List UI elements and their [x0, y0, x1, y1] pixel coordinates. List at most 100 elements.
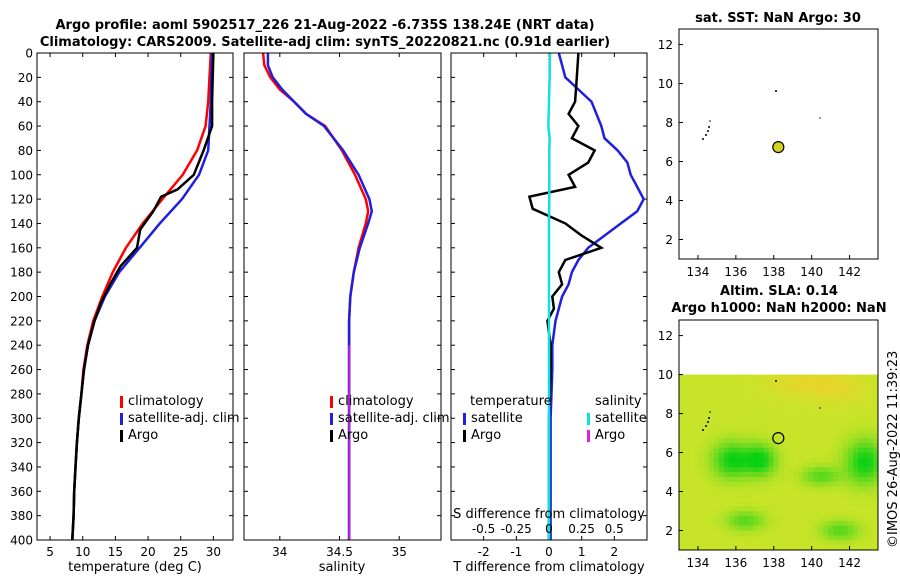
sla-cell	[738, 540, 745, 546]
sla-cell	[778, 511, 784, 517]
sla-cell	[808, 525, 814, 531]
sla-cell	[698, 486, 705, 492]
sla-cell	[863, 525, 869, 531]
sla-cell	[808, 374, 814, 380]
sla-cell	[793, 540, 799, 546]
sla-cell	[728, 515, 735, 522]
sla-cell	[803, 379, 809, 385]
sla-cell	[693, 457, 700, 463]
sla-cell	[873, 481, 879, 488]
sla-cell	[833, 379, 839, 385]
sla-cell	[828, 457, 834, 463]
sla-cell	[743, 442, 750, 449]
sla-cell	[783, 515, 789, 522]
sla-cell	[833, 506, 839, 512]
sla-cell	[808, 442, 814, 449]
sla-cell	[763, 447, 769, 453]
sla-cell	[698, 472, 705, 478]
sla-cell	[833, 520, 839, 527]
sla-cell	[788, 457, 794, 463]
sla-cell	[818, 418, 824, 424]
sla-cell	[838, 530, 844, 536]
sla-cell	[813, 535, 819, 541]
sla-cell	[823, 481, 829, 488]
sla-cell	[679, 467, 685, 473]
sla-cell	[823, 423, 829, 429]
sla-cell	[693, 379, 700, 385]
sla-cell	[698, 496, 705, 502]
sla-cell	[813, 472, 819, 478]
sla-cell	[808, 408, 814, 414]
sla-cell	[808, 384, 814, 390]
sla-cell	[713, 472, 720, 478]
sla-cell	[808, 389, 814, 395]
sla-cell	[793, 442, 799, 449]
sla-cell	[863, 384, 869, 390]
sla-cell	[688, 447, 695, 453]
sla-cell	[818, 403, 824, 410]
sla-cell	[743, 535, 750, 541]
sla-cell	[788, 520, 794, 527]
sla-cell	[863, 481, 869, 488]
sla-cell	[818, 520, 824, 527]
sla-cell	[853, 389, 859, 395]
sla-cell	[768, 530, 774, 536]
sla-cell	[723, 394, 730, 400]
sla-cell	[753, 418, 760, 424]
sla-cell	[823, 457, 829, 463]
sla-cell	[813, 452, 819, 458]
sla-cell	[868, 437, 874, 444]
sla-cell	[838, 384, 844, 390]
sla-cell	[833, 525, 839, 531]
sla-cell	[683, 520, 690, 527]
sla-cell	[718, 545, 725, 551]
sla-cell	[778, 491, 784, 497]
difference-xtick-tick-label: 2	[611, 545, 619, 559]
sla-cell	[793, 413, 799, 419]
sla-cell	[838, 511, 844, 517]
legend-satellite-swatch	[330, 413, 333, 425]
sla-cell	[743, 515, 750, 522]
sla-cell	[838, 389, 844, 395]
sla-cell	[803, 447, 809, 453]
sla-cell	[773, 423, 779, 429]
depth-tick-label: 160	[10, 241, 33, 255]
sla-cell	[793, 501, 799, 507]
sla-map-xtick-label: 138	[762, 556, 785, 570]
sla-cell	[688, 428, 695, 434]
sla-cell	[793, 428, 799, 434]
sla-map-ytick-label: 8	[665, 407, 673, 421]
sla-cell	[758, 437, 764, 444]
sla-cell	[728, 394, 735, 400]
sla-cell	[823, 418, 829, 424]
sla-cell	[733, 428, 740, 434]
difference-xtick-tick-label: -1	[510, 545, 522, 559]
sla-cell	[743, 545, 750, 551]
sla-cell	[698, 403, 705, 410]
sla-cell	[748, 545, 755, 551]
sla-cell	[853, 506, 859, 512]
legend-t-satellite-label: satellite	[471, 411, 523, 426]
t-difference-xlabel: T difference from climatology	[452, 560, 645, 575]
sla-cell	[788, 413, 794, 419]
sla-cell	[738, 423, 745, 429]
sla-cell	[679, 418, 685, 424]
sla-cell	[743, 476, 750, 483]
sla-cell	[763, 511, 769, 517]
sla-cell	[793, 515, 799, 522]
sla-cell	[813, 540, 819, 546]
sla-cell	[703, 428, 710, 434]
sla-cell	[748, 515, 755, 522]
sla-cell	[833, 535, 839, 541]
sla-cell	[793, 394, 799, 400]
sla-cell	[798, 374, 804, 380]
sla-cell	[703, 540, 710, 546]
sla-cell	[778, 525, 784, 531]
sla-cell	[768, 481, 774, 488]
sla-cell	[813, 545, 819, 551]
sla-cell	[788, 467, 794, 473]
sla-cell	[778, 394, 784, 400]
sla-cell	[713, 389, 720, 395]
sla-cell	[713, 540, 720, 546]
sla-cell	[758, 511, 764, 517]
